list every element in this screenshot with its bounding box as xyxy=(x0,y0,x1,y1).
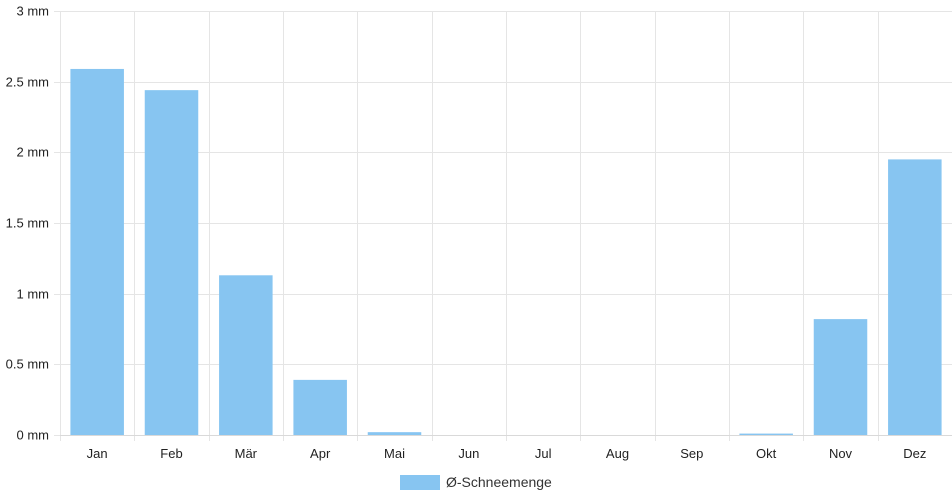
grid xyxy=(54,11,952,441)
bar-jan[interactable] xyxy=(70,68,124,435)
x-tick-label: Aug xyxy=(606,446,629,461)
bar-nov[interactable] xyxy=(813,319,868,435)
x-tick-label: Okt xyxy=(756,446,777,461)
bar-okt[interactable] xyxy=(739,433,793,435)
x-tick-label: Sep xyxy=(680,446,703,461)
x-tick-label: Jun xyxy=(458,446,479,461)
bar-apr[interactable] xyxy=(293,379,347,435)
y-tick-label: 0.5 mm xyxy=(6,357,49,372)
x-tick-label: Mär xyxy=(235,446,258,461)
y-axis-ticks: 0 mm 0.5 mm 1 mm 1.5 mm 2 mm 2.5 mm 3 mm xyxy=(6,4,49,443)
x-axis-ticks: Jan Feb Mär Apr Mai Jun Jul Aug Sep Okt Nov Dez xyxy=(87,446,927,461)
bar-mai[interactable] xyxy=(367,432,422,435)
y-tick-label: 2.5 mm xyxy=(6,75,49,90)
x-tick-label: Jan xyxy=(87,446,108,461)
bar-feb[interactable] xyxy=(144,90,199,436)
legend-swatch[interactable] xyxy=(400,475,440,490)
bars xyxy=(70,68,942,436)
y-tick-label: 0 mm xyxy=(17,428,50,443)
x-tick-label: Jul xyxy=(535,446,552,461)
legend-label[interactable]: Ø-Schneemenge xyxy=(446,474,552,490)
x-tick-label: Nov xyxy=(829,446,853,461)
x-tick-label: Mai xyxy=(384,446,405,461)
x-tick-label: Feb xyxy=(160,446,182,461)
y-tick-label: 2 mm xyxy=(17,145,50,160)
bar-dez[interactable] xyxy=(888,159,942,435)
y-tick-label: 1 mm xyxy=(17,287,50,302)
y-tick-label: 1.5 mm xyxy=(6,216,49,231)
x-tick-label: Dez xyxy=(903,446,926,461)
legend[interactable]: Ø-Schneemenge xyxy=(400,474,552,490)
bar-mär[interactable] xyxy=(219,275,273,435)
x-tick-label: Apr xyxy=(310,446,331,461)
y-tick-label: 3 mm xyxy=(17,4,50,19)
